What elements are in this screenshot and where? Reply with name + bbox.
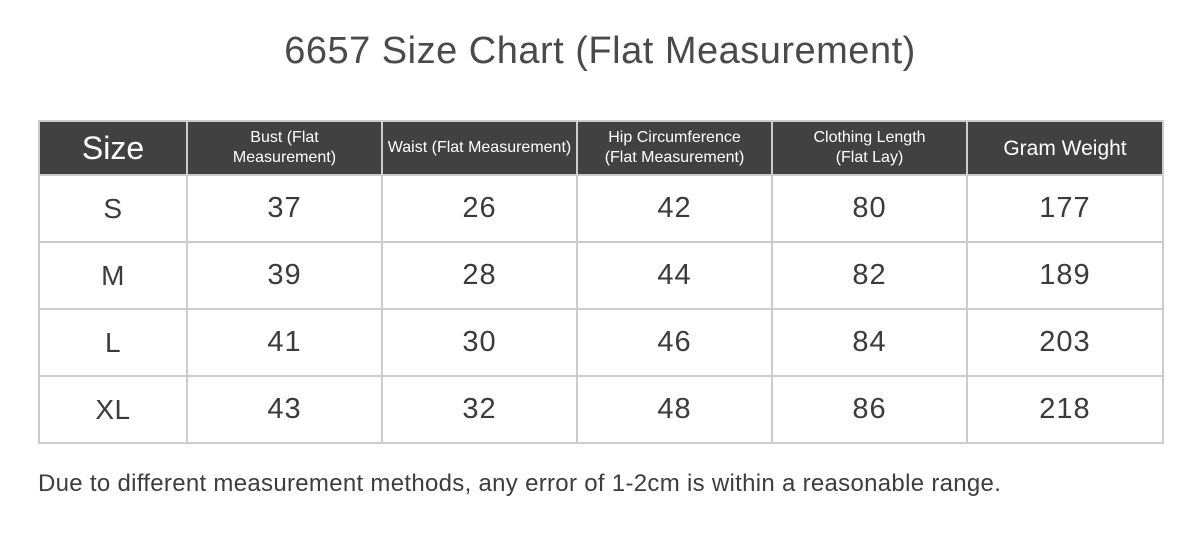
size-label: XL [38,375,188,444]
waist-value: 28 [381,241,578,310]
hip-value: 46 [576,308,773,377]
bust-value: 37 [186,174,383,243]
footnote: Due to different measurement methods, an… [38,470,1002,497]
column-header-clothing-length: Clothing Length (Flat Lay) [771,120,968,176]
size-label: L [38,308,188,377]
size-chart-page: 6657 Size Chart (Flat Measurement) Size … [0,28,1200,549]
length-value: 82 [771,241,968,310]
table-row-m: M 39 28 44 82 189 [38,241,1164,310]
size-label: S [38,174,188,243]
column-header-size: Size [38,120,188,176]
weight-value: 218 [966,375,1164,444]
waist-value: 32 [381,375,578,444]
header-row: Size Bust (Flat Measurement) Waist (Flat… [38,120,1164,176]
column-header-bust: Bust (Flat Measurement) [186,120,383,176]
page-title: 6657 Size Chart (Flat Measurement) [284,30,916,72]
weight-value: 189 [966,241,1164,310]
column-header-waist: Waist (Flat Measurement) [381,120,578,176]
column-header-gram-weight: Gram Weight [966,120,1164,176]
size-label: M [38,241,188,310]
column-header-hip: Hip Circumference (Flat Measurement) [576,120,773,176]
bust-value: 39 [186,241,383,310]
hip-value: 44 [576,241,773,310]
weight-value: 177 [966,174,1164,243]
weight-value: 203 [966,308,1164,377]
table-row-xl: XL 43 32 48 86 218 [38,375,1164,444]
table-row-s: S 37 26 42 80 177 [38,174,1164,243]
bust-value: 41 [186,308,383,377]
waist-value: 26 [381,174,578,243]
length-value: 84 [771,308,968,377]
length-value: 80 [771,174,968,243]
hip-value: 42 [576,174,773,243]
length-value: 86 [771,375,968,444]
size-chart-table: Size Bust (Flat Measurement) Waist (Flat… [38,120,1164,444]
table-row-l: L 41 30 46 84 203 [38,308,1164,377]
waist-value: 30 [381,308,578,377]
hip-value: 48 [576,375,773,444]
bust-value: 43 [186,375,383,444]
